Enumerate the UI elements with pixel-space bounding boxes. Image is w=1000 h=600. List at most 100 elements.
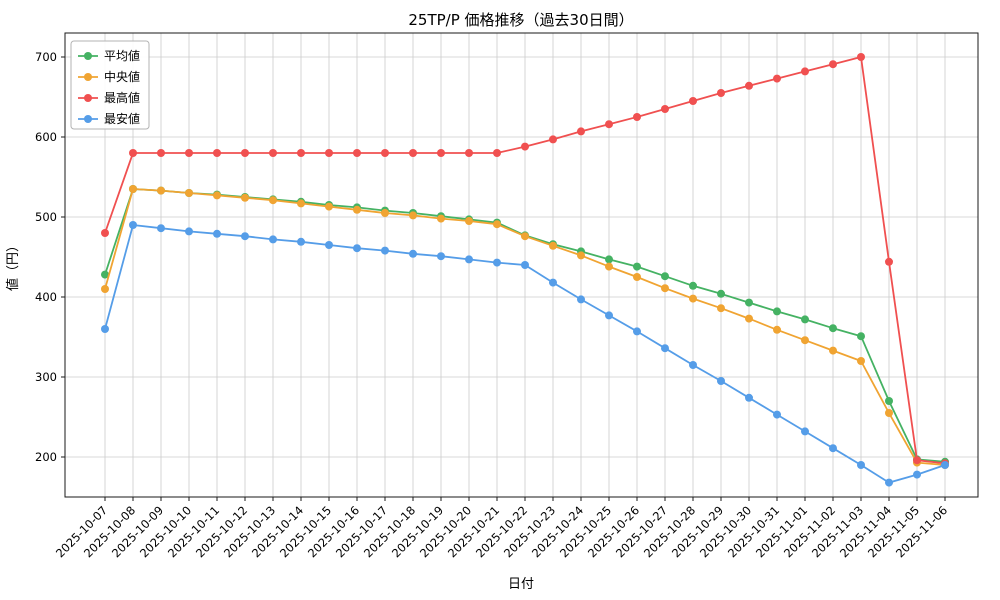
y-tick-label: 600	[35, 130, 57, 144]
data-point	[801, 336, 809, 345]
legend-label-min: 最安値	[104, 111, 140, 126]
data-point	[689, 97, 697, 105]
data-point	[409, 149, 417, 157]
data-point	[437, 214, 445, 223]
data-point	[465, 149, 473, 157]
data-point	[829, 346, 837, 355]
data-point	[521, 142, 529, 151]
data-point	[773, 325, 781, 334]
data-point	[577, 251, 585, 260]
data-point	[885, 257, 893, 266]
data-point	[101, 229, 109, 237]
data-point	[689, 294, 697, 303]
data-point	[213, 149, 221, 157]
data-point	[297, 149, 305, 157]
data-point	[157, 224, 165, 233]
data-point	[661, 344, 669, 353]
data-point	[381, 246, 389, 255]
data-point	[549, 135, 557, 144]
data-point	[801, 315, 809, 324]
data-point	[773, 307, 781, 316]
data-point	[325, 202, 333, 211]
legend-swatch-marker	[84, 94, 92, 102]
data-point	[269, 196, 277, 205]
data-point	[577, 295, 585, 304]
data-point	[773, 410, 781, 419]
data-point	[157, 186, 165, 195]
data-point	[101, 285, 109, 293]
data-point	[857, 461, 865, 469]
data-point	[661, 272, 669, 281]
data-point	[493, 258, 501, 267]
legend-label-max: 最高値	[104, 90, 140, 105]
data-point	[885, 397, 893, 405]
data-point	[437, 149, 445, 157]
data-point	[633, 113, 641, 121]
data-point	[185, 227, 193, 236]
legend-item-median: 中央値	[78, 69, 140, 84]
data-point	[437, 252, 445, 261]
y-tick-label: 200	[35, 450, 57, 464]
legend-swatch-marker	[84, 73, 92, 81]
legend-item-max: 最高値	[78, 90, 140, 105]
data-point	[353, 149, 361, 157]
data-point	[129, 149, 137, 157]
data-point	[241, 193, 249, 202]
data-point	[381, 149, 389, 157]
data-point	[325, 149, 333, 157]
data-point	[661, 284, 669, 293]
data-point	[129, 185, 137, 193]
data-point	[493, 149, 501, 157]
data-point	[857, 357, 865, 365]
data-point	[717, 377, 725, 385]
y-axis-label: 値（円）	[5, 239, 21, 291]
legend-label-average: 平均値	[104, 48, 140, 63]
data-point	[325, 241, 333, 249]
data-point	[213, 191, 221, 200]
data-point	[745, 314, 753, 323]
data-point	[521, 232, 529, 241]
legend-label-median: 中央値	[104, 69, 140, 84]
data-point	[269, 235, 277, 244]
legend-item-average: 平均値	[78, 48, 140, 63]
data-point	[661, 105, 669, 113]
y-tick-label: 400	[35, 290, 57, 304]
legend-swatch-marker	[84, 115, 92, 123]
data-point	[689, 361, 697, 369]
data-point	[297, 237, 305, 246]
data-point	[633, 273, 641, 281]
data-point	[857, 53, 865, 61]
data-point	[521, 261, 529, 269]
x-axis-label: 日付	[508, 577, 534, 592]
data-point	[409, 249, 417, 258]
data-point	[745, 81, 753, 90]
data-point	[269, 149, 277, 157]
data-point	[185, 149, 193, 157]
data-point	[829, 324, 837, 333]
data-point	[605, 311, 613, 320]
data-point	[605, 120, 613, 129]
data-point	[129, 221, 137, 229]
data-point	[717, 289, 725, 298]
data-point	[297, 199, 305, 208]
legend: 平均値 中央値 最高値 最安値	[70, 40, 150, 130]
data-point	[353, 244, 361, 253]
data-point	[549, 241, 557, 250]
data-point	[885, 478, 893, 487]
data-point	[353, 205, 361, 214]
data-point	[689, 281, 697, 290]
data-point	[717, 89, 725, 97]
data-point	[801, 67, 809, 76]
legend-item-min: 最安値	[78, 111, 140, 126]
data-point	[913, 456, 921, 465]
data-point	[885, 409, 893, 417]
data-point	[213, 229, 221, 238]
y-tick-label: 500	[35, 210, 57, 224]
data-point	[829, 444, 837, 453]
data-point	[185, 189, 193, 197]
data-point	[801, 427, 809, 436]
data-point	[605, 262, 613, 271]
plot-area: 2003004005006007002025-10-072025-10-0820…	[35, 32, 979, 560]
data-point	[633, 327, 641, 336]
